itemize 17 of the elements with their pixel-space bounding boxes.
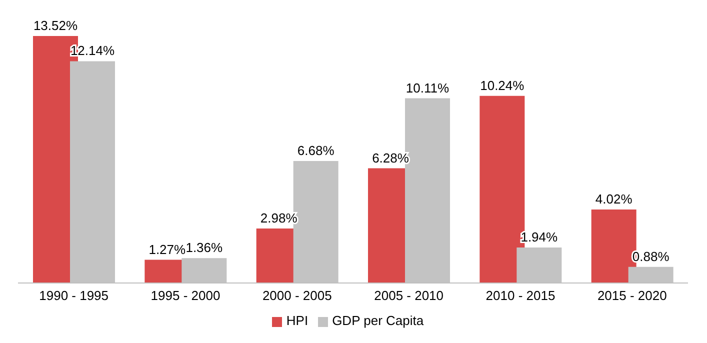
x-tick-label: 2000 - 2005 xyxy=(262,288,332,304)
data-label: 1.36% xyxy=(186,240,224,256)
legend-label: GDP per Capita xyxy=(332,313,424,328)
x-tick-label: 1990 - 1995 xyxy=(39,288,109,304)
data-label: 6.68% xyxy=(297,142,335,158)
data-label: 10.11% xyxy=(406,80,450,96)
x-tick-label: 2005 - 2010 xyxy=(374,288,444,304)
data-label: 1.27% xyxy=(148,242,186,257)
data-label: 4.02% xyxy=(595,192,633,207)
data-label: 10.24% xyxy=(480,78,525,93)
x-tick-label: 2015 - 2020 xyxy=(597,288,667,304)
data-label: 2.98% xyxy=(260,210,298,226)
x-tick-label: 1995 - 2000 xyxy=(150,288,220,304)
data-label: 13.52% xyxy=(33,18,78,33)
x-tick-label: 2010 - 2015 xyxy=(486,288,556,304)
data-label: 6.28% xyxy=(372,150,410,166)
legend-label: HPI xyxy=(286,313,308,328)
